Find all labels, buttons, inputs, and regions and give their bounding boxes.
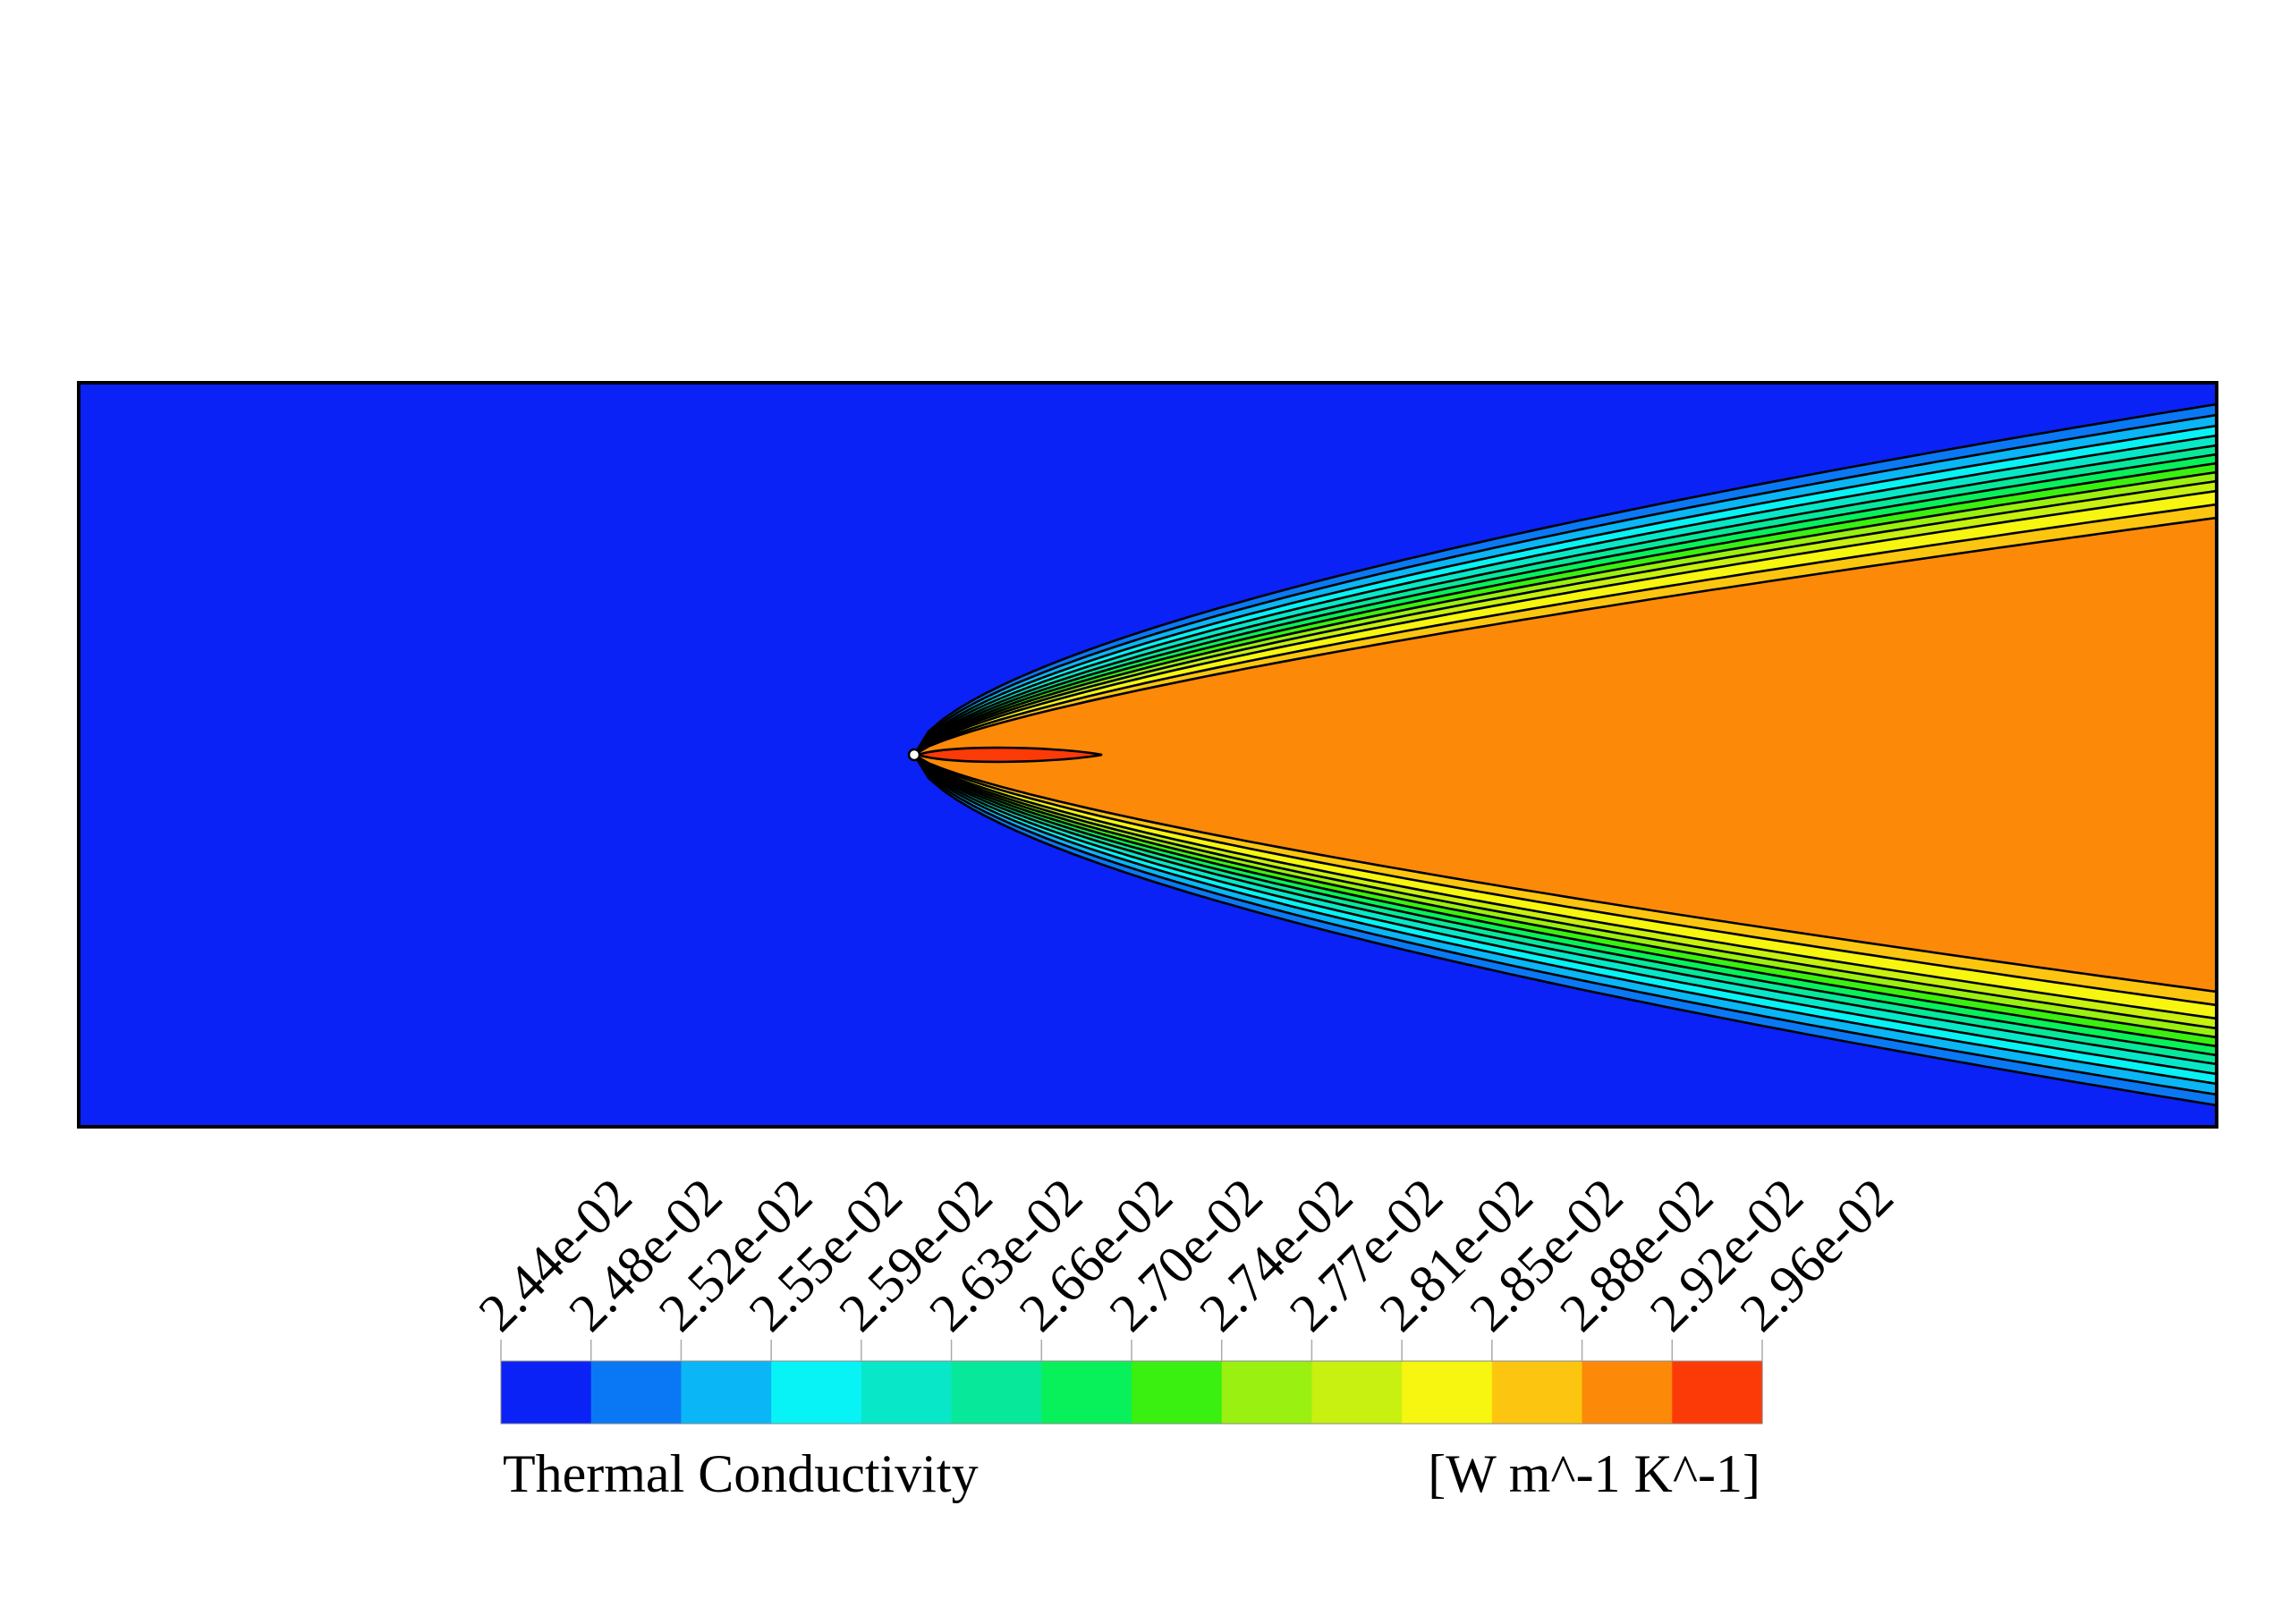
colorbar-swatch-2 bbox=[590, 1361, 683, 1424]
colorbar-swatch-9 bbox=[1221, 1361, 1313, 1424]
legend-units: [W m^-1 K^-1] bbox=[1428, 1444, 1760, 1503]
domain-border bbox=[77, 381, 2218, 1129]
contour-band-12 bbox=[912, 516, 2217, 994]
flow-domain bbox=[77, 381, 2218, 1129]
colorbar bbox=[500, 1360, 1763, 1425]
colorbar-ticks: 2.44e-022.48e-022.52e-022.55e-022.59e-02… bbox=[468, 1167, 1904, 1361]
colorbar-swatch-5 bbox=[861, 1361, 953, 1424]
colorbar-swatch-11 bbox=[1402, 1361, 1493, 1424]
colorbar-swatch-14 bbox=[1672, 1361, 1763, 1424]
colorbar-swatch-1 bbox=[501, 1361, 592, 1424]
plume-contours bbox=[907, 402, 2217, 1107]
colorbar-swatch-6 bbox=[951, 1361, 1042, 1424]
injection-point-marker bbox=[907, 748, 921, 762]
colorbar-swatch-7 bbox=[1041, 1361, 1132, 1424]
colorbar-swatch-12 bbox=[1491, 1361, 1583, 1424]
colorbar-swatch-3 bbox=[681, 1361, 772, 1424]
peak-streak bbox=[913, 746, 1103, 764]
colorbar-swatch-8 bbox=[1132, 1361, 1223, 1424]
colorbar-swatch-4 bbox=[771, 1361, 862, 1424]
colorbar-swatch-10 bbox=[1311, 1361, 1403, 1424]
legend-title: Thermal Conductivity bbox=[503, 1444, 979, 1503]
colorbar-swatch-13 bbox=[1582, 1361, 1673, 1424]
